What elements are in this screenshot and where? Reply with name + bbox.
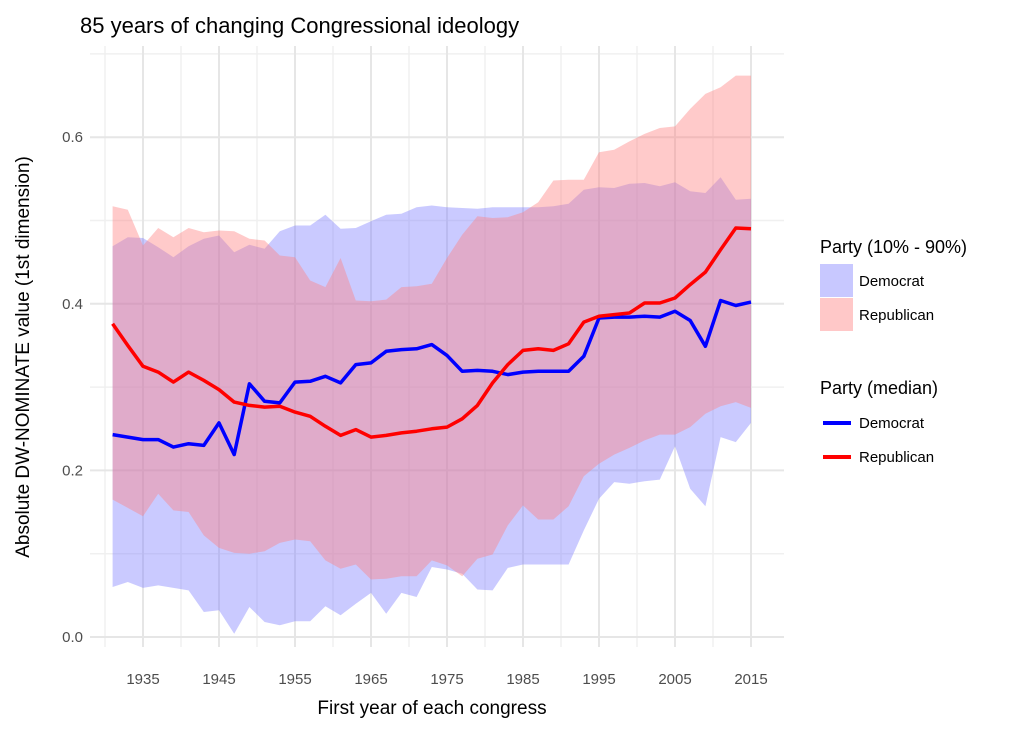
x-tick-label: 2005 [658, 671, 691, 688]
x-tick-labels: 1935 1945 1955 1965 1975 1985 1995 2005 2015 [126, 671, 767, 688]
x-tick-label: 1975 [430, 671, 463, 688]
band-republican [112, 75, 752, 580]
x-tick-label: 1995 [582, 671, 615, 688]
legend-median-title: Party (median) [820, 378, 938, 398]
legend-label-republican-median: Republican [859, 449, 934, 466]
legend-band-title: Party (10% - 90%) [820, 237, 967, 257]
plot-panel [90, 46, 784, 647]
chart-title: 85 years of changing Congressional ideol… [80, 13, 519, 38]
y-tick-labels: 0.0 0.2 0.4 0.6 [62, 129, 83, 646]
legend-label-democrat-band: Democrat [859, 273, 925, 290]
band-democrat [112, 177, 752, 634]
grid-minor [90, 46, 784, 647]
legend-band: Party (10% - 90%) Democrat Republican [820, 237, 967, 331]
y-tick-label: 0.4 [62, 296, 83, 313]
legend-swatch-republican-band [820, 298, 853, 331]
median-line-democrat [112, 298, 752, 457]
legend-label-democrat-median: Democrat [859, 415, 925, 432]
x-tick-label: 1985 [506, 671, 539, 688]
x-axis-title: First year of each congress [317, 698, 546, 719]
y-axis-title: Absolute DW-NOMINATE value (1st dimensio… [13, 156, 34, 558]
grid-major [90, 46, 784, 647]
y-tick-label: 0.0 [62, 629, 83, 646]
x-tick-label: 2015 [734, 671, 767, 688]
x-tick-label: 1955 [278, 671, 311, 688]
median-line-republican [111, 226, 752, 439]
x-tick-label: 1945 [202, 671, 235, 688]
x-tick-label: 1935 [126, 671, 159, 688]
median-lines [111, 226, 752, 457]
y-tick-label: 0.2 [62, 462, 83, 479]
legend-swatch-democrat-band [820, 264, 853, 297]
bands [112, 75, 752, 634]
y-tick-label: 0.6 [62, 129, 83, 146]
legend-label-republican-band: Republican [859, 307, 934, 324]
x-tick-label: 1965 [354, 671, 387, 688]
legend-median: Party (median) Democrat Republican [820, 378, 938, 466]
